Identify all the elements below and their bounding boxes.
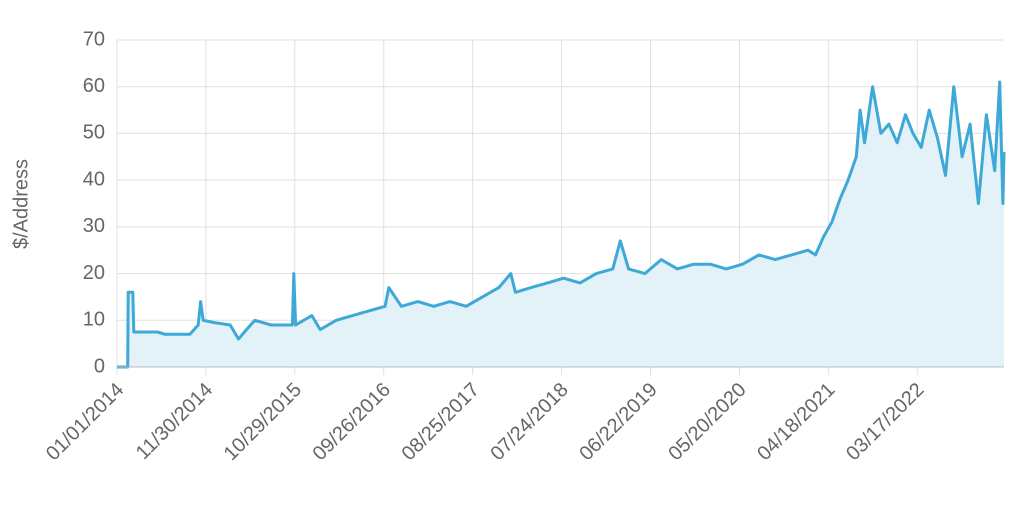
y-tick-label: 10: [83, 309, 105, 331]
x-tick-label: 05/20/2020: [664, 379, 750, 465]
y-tick-label: 0: [94, 355, 105, 377]
line: [117, 80, 1006, 369]
x-tick-label: 01/01/2014: [42, 379, 128, 465]
y-tick-label: 70: [83, 28, 105, 50]
x-tick-label: 10/29/2015: [220, 379, 306, 465]
x-tick-label: 03/17/2022: [842, 379, 928, 465]
y-tick-label: 50: [83, 122, 105, 144]
y-axis-label: $/Address: [10, 159, 32, 249]
area: [117, 82, 1004, 367]
y-tick-label: 60: [83, 75, 105, 97]
x-tick-label: 11/30/2014: [132, 379, 217, 464]
y-tick-label: 40: [83, 168, 105, 190]
x-tick-label: 04/18/2021: [753, 379, 839, 465]
y-tick-label: 30: [83, 215, 105, 237]
y-tick-label: 20: [83, 262, 105, 284]
x-tick-label: 07/24/2018: [486, 379, 572, 465]
x-tick-label: 08/25/2017: [398, 379, 484, 465]
x-tick-label: 06/22/2019: [575, 379, 661, 465]
x-tick-label: 09/26/2016: [309, 379, 395, 465]
